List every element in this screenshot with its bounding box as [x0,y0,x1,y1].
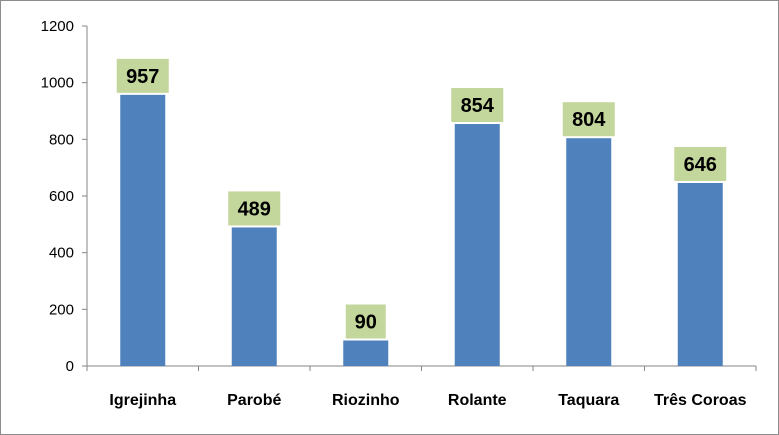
y-tick-label: 800 [49,131,74,148]
data-label-bg [562,102,615,137]
x-tick-label: Riozinho [332,392,400,409]
data-label-bg [228,191,281,226]
data-label: 957 [126,66,159,88]
bar [343,340,389,366]
data-labels: 957 489 90 854 804 646 [116,58,727,339]
data-label: 646 [684,154,717,176]
bar [120,94,166,366]
data-label: 854 [461,95,495,117]
bar [454,124,500,367]
bar [677,182,723,366]
y-tick-label: 1200 [41,18,74,35]
data-label: 90 [355,312,377,334]
data-label: 489 [238,198,271,220]
y-tick-label: 1000 [41,75,74,92]
bar [566,138,612,366]
bars [120,94,723,367]
data-label: 804 [572,109,606,131]
x-tick-label: Três Coroas [654,392,747,409]
x-tick-label: Igrejinha [109,392,176,409]
bar [231,227,277,366]
data-label-bg [345,304,386,339]
data-label-bg [451,88,504,123]
y-tick-label: 600 [49,188,74,205]
x-tick-label: Rolante [448,392,507,409]
data-label-bg [116,58,169,93]
y-tick-label: 200 [49,301,74,318]
y-tick-label: 0 [66,358,74,375]
x-axis: Igrejinha Parobé Riozinho Rolante Taquara Trê… [86,365,757,409]
x-tick-label: Parobé [227,392,281,409]
y-tick-label: 400 [49,245,74,262]
data-label-bg [674,146,727,181]
x-tick-label: Taquara [558,392,619,409]
y-axis: 0 200 400 600 800 1000 1200 [41,18,88,375]
